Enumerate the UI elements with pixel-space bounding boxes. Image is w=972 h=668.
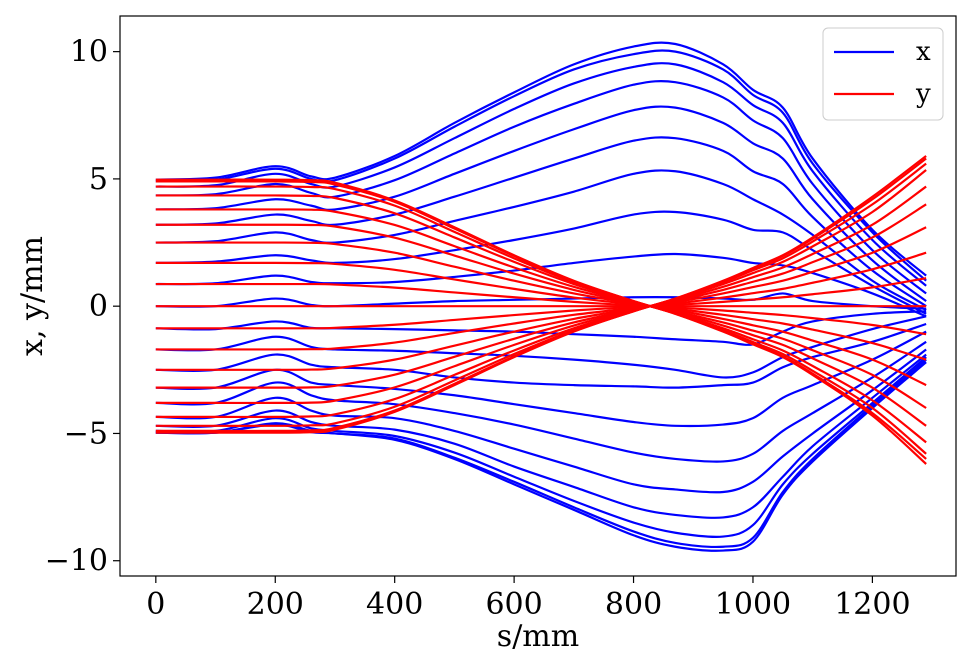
series-line-y-28 bbox=[155, 282, 927, 336]
series-line-x-16 bbox=[155, 353, 927, 519]
series-layer bbox=[155, 41, 927, 552]
series-line-y-27 bbox=[155, 261, 927, 361]
series-line-x-14 bbox=[155, 340, 927, 463]
x-axis-ticks: 0 200 400 600 800 1000 1200 bbox=[146, 576, 911, 622]
legend-label-x: x bbox=[916, 37, 931, 67]
x-tick-label-400: 400 bbox=[366, 587, 423, 622]
y-tick-label-5: 5 bbox=[89, 162, 108, 197]
series-line-y-23 bbox=[155, 194, 927, 444]
series-line-y-22 bbox=[155, 185, 927, 455]
series-line-y-25 bbox=[155, 223, 927, 409]
series-line-x-15 bbox=[155, 348, 927, 494]
y-tick-label-0: 0 bbox=[89, 289, 108, 324]
y-tick-label--10: −10 bbox=[45, 544, 108, 579]
y-axis-ticks: −10 −5 0 5 10 bbox=[45, 35, 120, 579]
y-tick-label-10: 10 bbox=[70, 35, 108, 70]
series-line-x-13 bbox=[155, 330, 927, 428]
series-line-x-7 bbox=[155, 210, 927, 315]
series-line-y-30 bbox=[155, 277, 927, 330]
x-tick-label-200: 200 bbox=[247, 587, 304, 622]
x-tick-label-600: 600 bbox=[485, 587, 542, 622]
series-line-y-24 bbox=[155, 208, 927, 427]
series-line-y-31 bbox=[155, 251, 927, 351]
legend-label-y: y bbox=[915, 79, 931, 109]
plot-frame bbox=[119, 15, 957, 577]
x-tick-label-1000: 1000 bbox=[715, 587, 791, 622]
series-line-x-12 bbox=[155, 322, 927, 389]
series-line-x-1 bbox=[155, 49, 927, 282]
series-line-y-34 bbox=[155, 185, 927, 405]
series-line-y-38 bbox=[155, 155, 927, 434]
series-line-x-3 bbox=[155, 80, 927, 295]
series-line-x-8 bbox=[155, 252, 927, 318]
x-tick-label-1200: 1200 bbox=[834, 587, 910, 622]
x-tick-label-800: 800 bbox=[605, 587, 662, 622]
series-line-y-26 bbox=[155, 241, 927, 387]
series-line-x-6 bbox=[155, 169, 927, 311]
series-line-x-0 bbox=[155, 41, 927, 277]
x-tick-label-0: 0 bbox=[146, 587, 165, 622]
series-line-x-4 bbox=[155, 105, 927, 302]
series-line-y-33 bbox=[155, 203, 927, 389]
series-line-x-5 bbox=[155, 136, 927, 308]
y-axis-label: x, y/mm bbox=[15, 236, 50, 356]
y-tick-label--5: −5 bbox=[64, 416, 108, 451]
series-line-x-10 bbox=[155, 310, 927, 346]
series-line-y-32 bbox=[155, 226, 927, 371]
x-axis-label: s/mm bbox=[497, 619, 579, 654]
series-line-y-35 bbox=[155, 169, 927, 419]
legend: x y bbox=[822, 27, 944, 121]
